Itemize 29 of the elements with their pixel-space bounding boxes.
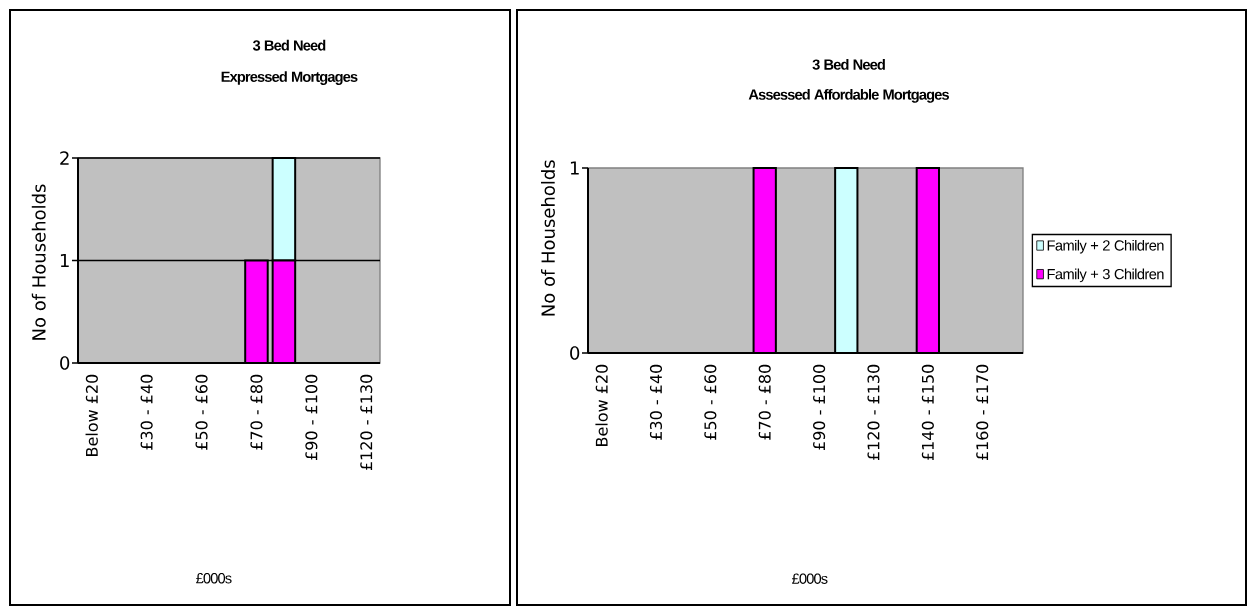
y-tick-label: 1	[570, 161, 579, 175]
x-tick-label: £140 - £150	[921, 364, 934, 461]
x-tick-label: £90 - £100	[813, 364, 826, 450]
x-axis-title: £000s	[196, 573, 232, 584]
x-tick-label: £160 - £170	[976, 364, 989, 461]
chart-subtitle: Assessed Affordable Mortgages	[748, 88, 950, 103]
x-tick-label: Below £20	[85, 374, 98, 456]
x-tick-label: £30 - £40	[140, 374, 153, 450]
legend-label: Family + 3 Children	[1047, 268, 1164, 283]
y-axis-title: No of Households	[31, 184, 46, 340]
y-axis-title: No of Households	[541, 160, 555, 316]
x-tick-label: £120 - £130	[867, 364, 880, 461]
x-tick-label: £50 - £60	[195, 374, 208, 450]
chart-title: 3 Bed Need	[812, 59, 885, 70]
x-tick-label: £70 - £80	[250, 374, 263, 450]
x-tick-label: £30 - £40	[649, 364, 663, 440]
y-tick-label: 2	[60, 151, 69, 165]
y-tick-label: 0	[60, 356, 70, 370]
y-tick-label: 0	[570, 346, 580, 360]
x-tick-label: £70 - £80	[758, 364, 771, 440]
legend-label: Family + 2 Children	[1047, 239, 1164, 254]
chart-subtitle: Expressed Mortgages	[221, 71, 358, 85]
x-tick-label: Below £20	[595, 364, 608, 446]
x-axis-title: £000s	[792, 573, 828, 584]
chart-title: 3 Bed Need	[252, 39, 326, 51]
x-tick-label: £90 - £100	[305, 374, 318, 460]
x-tick-label: £120 - £130	[360, 374, 373, 471]
y-tick-label: 1	[60, 253, 69, 268]
x-tick-label: £50 - £60	[704, 364, 717, 440]
